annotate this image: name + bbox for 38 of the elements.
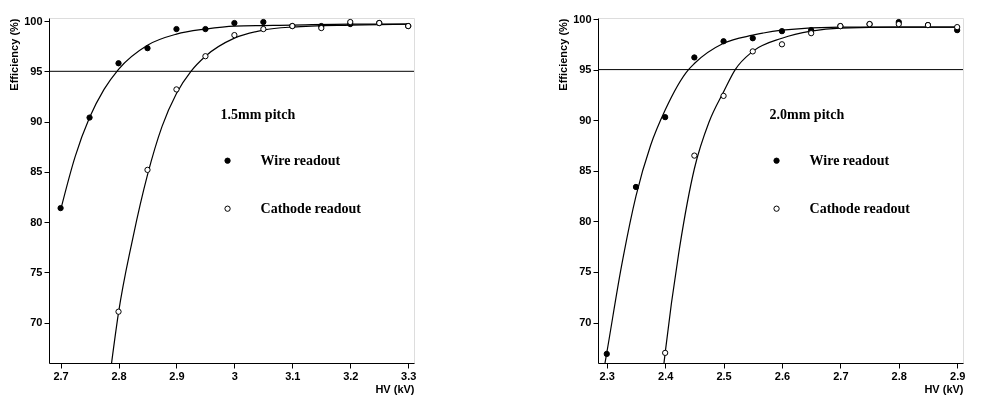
x-tick-label: 3.2 [343, 369, 359, 382]
y-tick-label: 75 [579, 265, 592, 278]
legend-label: Cathode readout [809, 200, 911, 216]
legend-title: 1.5mm pitch [220, 106, 296, 122]
legend-label: Wire readout [809, 152, 890, 168]
x-tick-label: 3.3 [401, 369, 417, 382]
x-axis-title: HV (kV) [924, 382, 964, 395]
legend-title: 2.0mm pitch [769, 106, 845, 122]
x-tick-label: 2.7 [833, 369, 849, 382]
y-tick-label: 95 [579, 63, 592, 76]
x-tick-label: 2.9 [169, 369, 185, 382]
x-tick-label: 2.8 [111, 369, 127, 382]
y-tick-label: 100 [24, 14, 43, 27]
x-tick-label: 2.4 [658, 369, 675, 382]
legend-label: Wire readout [260, 152, 341, 168]
x-tick-label: 2.6 [774, 369, 791, 382]
x-axis-title: HV (kV) [375, 382, 415, 395]
y-tick-label: 85 [579, 164, 592, 177]
y-axis-title: Efficiency (%) [557, 18, 570, 91]
y-tick-label: 70 [30, 316, 43, 329]
y-tick-label: 90 [579, 113, 592, 126]
y-tick-label: 90 [30, 115, 43, 128]
x-tick-label: 2.5 [716, 369, 732, 382]
y-tick-label: 95 [30, 64, 43, 77]
y-tick-label: 80 [579, 214, 592, 227]
y-tick-label: 75 [30, 265, 43, 278]
y-axis-title: Efficiency (%) [8, 18, 21, 91]
x-tick-label: 2.9 [950, 369, 966, 382]
y-tick-label: 70 [579, 316, 592, 329]
x-tick-label: 2.8 [891, 369, 907, 382]
legend-label: Cathode readout [260, 200, 362, 216]
x-tick-label: 2.7 [53, 369, 69, 382]
y-tick-label: 85 [30, 165, 43, 178]
y-tick-label: 80 [30, 215, 43, 228]
x-tick-label: 2.3 [599, 369, 615, 382]
y-tick-label: 100 [573, 12, 592, 25]
x-tick-label: 3 [231, 369, 238, 382]
x-tick-label: 3.1 [285, 369, 301, 382]
